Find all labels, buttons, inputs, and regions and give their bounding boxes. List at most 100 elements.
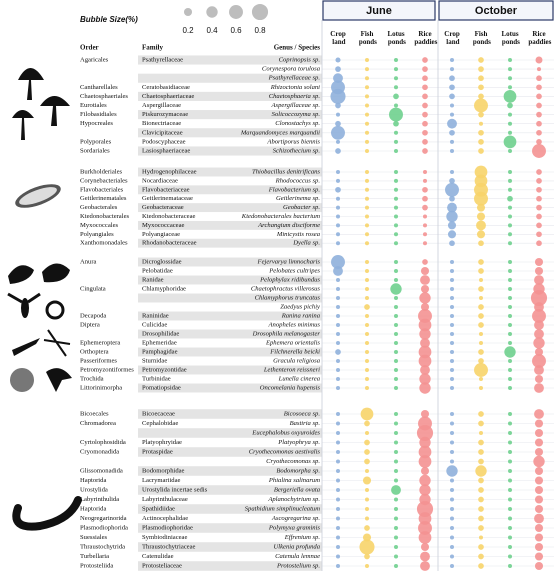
- bubble: [534, 476, 544, 485]
- species-label: Aplanochytrium sp.: [267, 496, 320, 503]
- bubble: [335, 331, 341, 337]
- family-label: Symbiodiniaceae: [142, 534, 187, 541]
- bubble: [536, 102, 542, 109]
- family-label: Lasiosphaeriaceae: [142, 148, 190, 155]
- bubble: [507, 525, 513, 531]
- bubble: [536, 222, 542, 229]
- column-header: Crop land: [330, 30, 346, 46]
- species-label: Bastiria sp.: [290, 420, 321, 427]
- bubble: [449, 535, 455, 540]
- column-header: Fish ponds: [357, 30, 377, 46]
- bubble: [507, 286, 513, 292]
- bubble: [331, 255, 345, 269]
- row-band: [138, 110, 322, 120]
- bubble: [507, 304, 513, 310]
- bubble: [507, 148, 513, 154]
- month-label: October: [475, 5, 518, 17]
- dragonfly-icon: [43, 329, 71, 357]
- species-label: Archangium disciforme: [257, 222, 320, 229]
- family-header: Family: [142, 44, 163, 52]
- bubble: [478, 535, 484, 540]
- bubble: [449, 67, 455, 72]
- bubble: [534, 419, 544, 428]
- bubble: [449, 93, 455, 100]
- crab-icon: [45, 300, 65, 320]
- bubble: [536, 93, 542, 100]
- bubble: [393, 268, 399, 274]
- bubble: [449, 57, 455, 63]
- bubble: [507, 214, 513, 219]
- row-band: [138, 311, 322, 321]
- bubble: [532, 144, 546, 158]
- bubble: [478, 277, 484, 283]
- bubble: [478, 487, 484, 493]
- bubble: [335, 449, 341, 455]
- bubble: [335, 186, 341, 193]
- column-header: Crop land: [444, 30, 460, 46]
- species-label: Marquandomyces marquandii: [240, 129, 320, 136]
- frog-icon: [8, 265, 34, 284]
- bubble: [418, 455, 432, 468]
- bubble: [393, 430, 399, 436]
- bubble: [419, 474, 431, 487]
- mushroom-icon: [18, 68, 44, 100]
- family-label: Culicidae: [142, 322, 167, 329]
- bubble: [447, 202, 457, 213]
- bubble: [422, 120, 428, 127]
- bubble: [507, 478, 513, 483]
- order-label: Anura: [80, 259, 97, 266]
- bubble: [445, 182, 459, 197]
- bubble: [393, 259, 399, 265]
- bubble: [478, 515, 484, 522]
- family-label: Geobacteraceae: [142, 204, 184, 211]
- species-label: Gracula religiosa: [273, 358, 321, 365]
- bubble: [530, 289, 548, 307]
- family-label: Ranidae: [142, 277, 164, 284]
- bubble: [364, 497, 370, 502]
- bubble: [422, 129, 428, 136]
- legend-title: Bubble Size(%): [80, 15, 138, 24]
- bubble: [507, 430, 513, 436]
- bubble: [536, 240, 542, 247]
- bubble: [534, 523, 544, 533]
- species-label: Rhodococcus sp.: [275, 177, 321, 184]
- order-header: Order: [80, 44, 99, 52]
- bubble: [449, 84, 455, 91]
- bubble: [418, 354, 432, 368]
- bubble: [446, 210, 458, 223]
- bubble: [364, 385, 370, 391]
- bubble: [364, 439, 370, 446]
- bubble: [536, 129, 542, 136]
- row-band: [138, 466, 322, 476]
- bubble: [420, 284, 430, 294]
- bubble: [449, 139, 455, 144]
- bubble: [507, 313, 513, 319]
- column-header-line: paddies: [527, 38, 552, 46]
- mushroom-icon: [12, 110, 34, 140]
- bubble: [449, 112, 455, 117]
- bubble: [393, 349, 399, 355]
- bubble: [478, 553, 484, 560]
- species-label: Ephemera orientalis: [265, 340, 320, 347]
- bubble: [335, 525, 341, 531]
- family-label: Podoscyphaceae: [142, 138, 186, 145]
- column-header-line: Lotus: [501, 30, 518, 38]
- bubble: [335, 102, 341, 109]
- bubble: [335, 487, 341, 493]
- bubble: [422, 223, 428, 228]
- bubble: [447, 221, 457, 230]
- bubble: [449, 178, 455, 184]
- bubble: [364, 205, 370, 210]
- species-label: Ranina ranina: [281, 313, 321, 320]
- bubble: [335, 349, 341, 355]
- bubble: [364, 553, 370, 560]
- bubble: [419, 292, 431, 304]
- bubble: [418, 512, 432, 525]
- family-label: Hydrogenophilaceae: [142, 169, 197, 176]
- bubble: [474, 191, 488, 206]
- bubble: [478, 84, 484, 91]
- bubble: [364, 103, 370, 108]
- bubble: [449, 103, 455, 108]
- bubble: [389, 107, 403, 122]
- bubble: [449, 349, 455, 355]
